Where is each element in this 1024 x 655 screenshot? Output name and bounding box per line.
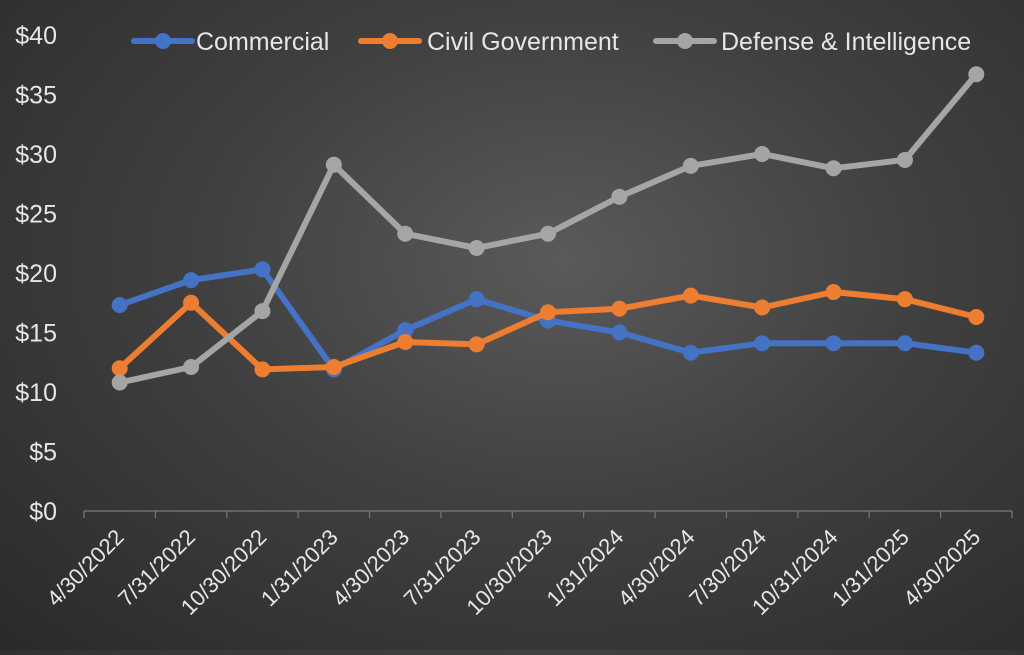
data-point	[540, 304, 556, 321]
y-tick-label: $40	[15, 22, 57, 50]
legend-label: Commercial	[196, 28, 329, 56]
legend-marker	[155, 33, 171, 49]
data-point	[754, 146, 771, 162]
data-point	[325, 156, 342, 173]
legend-item-civil-government: Civil Government	[358, 28, 619, 56]
data-point	[183, 359, 200, 376]
x-tick-label: 1/31/2025	[827, 524, 914, 611]
data-point	[254, 261, 271, 278]
data-point	[111, 374, 128, 391]
data-point	[968, 344, 985, 361]
data-point	[825, 335, 842, 352]
x-tick-label: 4/30/2022	[42, 524, 129, 611]
data-point	[540, 225, 556, 242]
series-defense-intelligence	[111, 66, 985, 391]
x-tick-label: 4/30/2023	[327, 524, 414, 611]
data-point	[611, 188, 628, 205]
x-tick-label: 4/30/2024	[613, 524, 700, 611]
y-tick-label: $25	[15, 201, 57, 229]
x-tick-label: 1/31/2023	[256, 524, 343, 611]
data-point	[682, 344, 699, 361]
legend-label: Civil Government	[427, 28, 619, 56]
data-point	[754, 335, 771, 352]
series-civil-government	[111, 284, 985, 378]
data-point	[754, 299, 771, 316]
y-tick-label: $35	[15, 82, 57, 110]
series-line-civil-government	[116, 289, 980, 373]
data-point	[825, 160, 842, 177]
legend: Commercial Civil Government Defense & Inte…	[131, 28, 971, 56]
data-point	[111, 360, 128, 377]
data-point	[397, 225, 414, 242]
data-point	[611, 324, 628, 341]
y-tick-label: $30	[15, 141, 57, 169]
data-point	[896, 335, 913, 352]
data-point	[254, 361, 271, 378]
x-tick-label: 1/31/2024	[541, 524, 628, 611]
data-point	[397, 334, 414, 351]
y-tick-label: $20	[15, 260, 57, 288]
data-point	[611, 300, 628, 317]
data-point	[183, 272, 200, 289]
y-axis: $0 $5 $10 $15 $20 $25 $30 $35 $40	[15, 22, 57, 526]
data-point	[968, 66, 985, 83]
data-point	[325, 359, 342, 376]
y-tick-label: $15	[15, 320, 57, 348]
y-tick-label: $5	[29, 439, 57, 467]
y-tick-label: $0	[29, 498, 57, 526]
data-point	[682, 287, 699, 304]
data-point	[896, 291, 913, 308]
data-point	[111, 297, 128, 314]
data-point	[254, 303, 271, 320]
data-point	[468, 240, 485, 257]
series-layer	[111, 66, 985, 391]
x-axis: 4/30/20227/31/202210/30/20221/31/20234/3…	[42, 510, 1013, 620]
legend-marker	[677, 33, 693, 49]
data-point	[397, 322, 414, 339]
legend-item-commercial: Commercial	[131, 28, 329, 56]
data-point	[968, 309, 985, 326]
data-point	[682, 157, 699, 174]
legend-label: Defense & Intelligence	[721, 28, 971, 56]
data-point	[825, 284, 842, 301]
data-point	[468, 291, 485, 308]
data-point	[183, 294, 200, 311]
data-point	[468, 336, 485, 353]
x-tick-label: 4/30/2025	[898, 524, 985, 611]
legend-item-defense-intelligence: Defense & Intelligence	[653, 28, 971, 56]
data-point	[896, 151, 913, 168]
y-tick-label: $10	[15, 379, 57, 407]
legend-marker	[382, 33, 398, 49]
